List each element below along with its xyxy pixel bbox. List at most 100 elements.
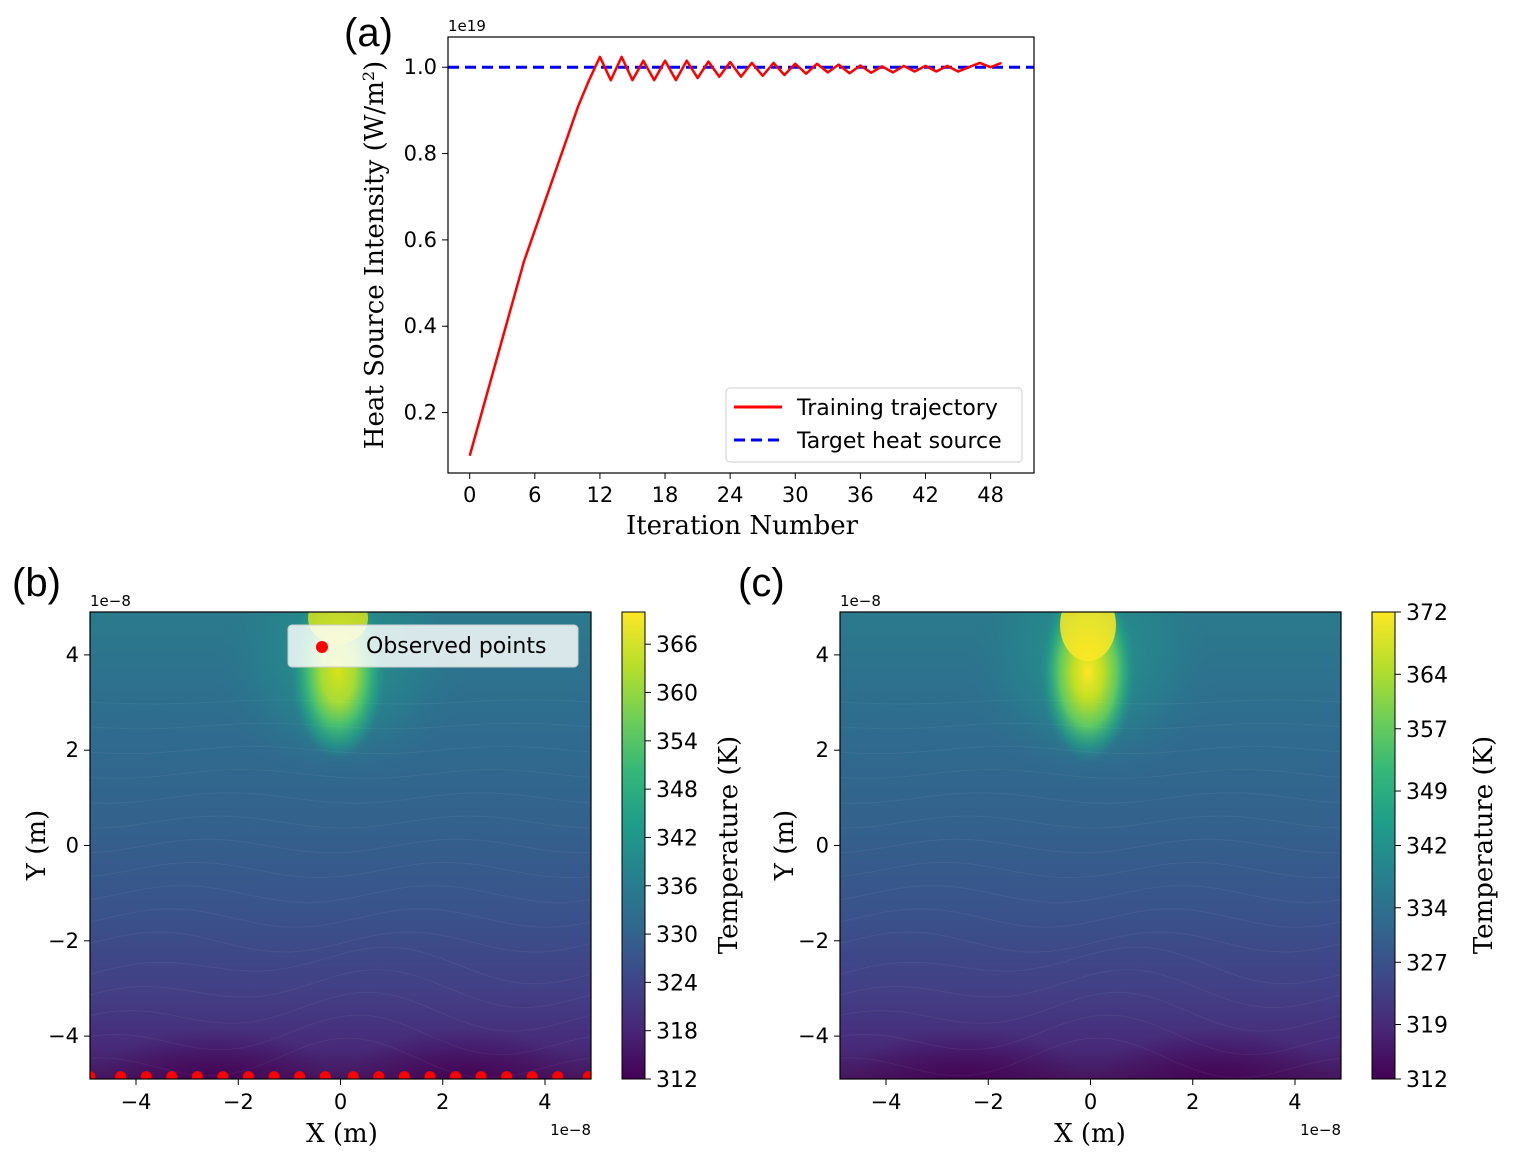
y-tick-label: 0 xyxy=(66,834,79,858)
y-tick-label: 0.4 xyxy=(404,314,437,338)
x-axis-label: X (m) xyxy=(306,1119,378,1149)
y-tick-label: −4 xyxy=(798,1024,829,1048)
legend-box xyxy=(287,624,579,668)
colorbar-tick-label: 336 xyxy=(656,875,698,900)
cool-region-left xyxy=(845,1027,1085,1079)
y-tick-label: 4 xyxy=(816,643,829,667)
y-tick-label: −4 xyxy=(48,1024,79,1048)
x-tick-label: −2 xyxy=(223,1090,254,1114)
y-tick-label: −2 xyxy=(48,929,79,953)
x-tick-label: 30 xyxy=(782,483,809,507)
colorbar-tick-label: 348 xyxy=(656,778,698,803)
legend-box xyxy=(725,387,1023,463)
contour-line xyxy=(840,838,1341,854)
observed-point xyxy=(294,1071,306,1079)
colorbar-label: Temperature (K) xyxy=(714,736,744,954)
y-tick-label: −2 xyxy=(798,929,829,953)
y-axis-label: Y (m) xyxy=(770,810,800,881)
colorbar-tick-label: 318 xyxy=(656,1020,698,1045)
observed-point xyxy=(140,1071,152,1079)
x-ticks: −4 −2 0 2 4 xyxy=(121,1079,552,1114)
y-ticks: −4 −2 0 2 4 xyxy=(48,643,90,1048)
colorbar-ticks: 312 318 324 330 336 342 348 354 360 366 xyxy=(645,633,698,1093)
cool-region-right xyxy=(1095,1027,1335,1079)
x-tick-label: −4 xyxy=(871,1090,902,1114)
legend-label-observed: Observed points xyxy=(366,634,546,659)
legend: Training trajectory Target heat source xyxy=(725,387,1023,463)
y-axis-label-close: ) xyxy=(360,61,390,71)
contour-line xyxy=(90,838,591,854)
contour-line xyxy=(840,792,1341,804)
y-offset-text: 1e−8 xyxy=(90,592,131,610)
series-group xyxy=(448,55,1034,457)
contour-line xyxy=(840,908,1341,928)
observed-point xyxy=(373,1071,385,1079)
observed-point xyxy=(398,1071,410,1079)
colorbar-tick-label: 327 xyxy=(1406,951,1448,976)
x-tick-label: 0 xyxy=(1084,1090,1097,1114)
observed-point xyxy=(191,1071,203,1079)
contour-line xyxy=(840,1037,1341,1079)
x-tick-label: 0 xyxy=(463,483,476,507)
colorbar-label: Temperature (K) xyxy=(1469,736,1499,954)
colorbar-tick-label: 324 xyxy=(656,971,698,996)
y-ticks: 0.2 0.4 0.6 0.8 1.0 xyxy=(404,55,448,425)
contour-line xyxy=(840,1014,1341,1056)
heatmap-field xyxy=(840,612,1341,1079)
x-axis-label: Iteration Number xyxy=(626,511,859,541)
x-ticks: 0 6 12 18 24 30 36 42 48 xyxy=(463,473,1004,507)
observed-point xyxy=(450,1071,462,1079)
colorbar-gradient xyxy=(621,611,646,1080)
heatmap-c: −4 −2 0 2 4 −4 −2 0 2 4 1e−8 1e−8 X (m) Y (m) 31… xyxy=(770,592,1499,1149)
observed-point xyxy=(166,1071,178,1079)
colorbar-tick-label: 342 xyxy=(656,826,698,851)
observed-point xyxy=(115,1071,127,1079)
cool-region-left xyxy=(95,1027,335,1079)
y-tick-label: 0.6 xyxy=(404,228,437,252)
heat-plume-core xyxy=(1060,612,1116,661)
y-tick-label: 0.8 xyxy=(404,142,437,166)
x-offset-text: 1e−8 xyxy=(550,1121,591,1139)
y-tick-label: 0 xyxy=(816,834,829,858)
y-tick-label: 4 xyxy=(66,643,79,667)
contour-line xyxy=(840,699,1341,705)
contour-line xyxy=(840,931,1341,953)
colorbar-tick-label: 357 xyxy=(1406,718,1448,743)
y-tick-label: 1.0 xyxy=(404,55,437,79)
x-offset-text: 1e−8 xyxy=(1300,1121,1341,1139)
x-tick-label: 18 xyxy=(652,483,679,507)
contour-line xyxy=(840,885,1341,903)
colorbar-tick-label: 354 xyxy=(656,730,698,755)
legend-label-target: Target heat source xyxy=(796,429,1002,454)
x-tick-label: 6 xyxy=(528,483,541,507)
x-tick-label: 4 xyxy=(538,1090,551,1114)
series-line-training xyxy=(468,55,1002,457)
colorbar-tick-label: 319 xyxy=(1406,1014,1448,1039)
observed-point xyxy=(424,1071,436,1079)
plot-frame xyxy=(447,36,1035,474)
colorbar-tick-label: 330 xyxy=(656,923,698,948)
heatmap-b: −4 −2 0 2 4 −4 −2 0 2 4 1e−8 1e−8 X (m) Y (m) Ob… xyxy=(22,592,744,1149)
heat-plume xyxy=(290,612,386,760)
y-offset-text: 1e19 xyxy=(448,17,486,35)
contour-line xyxy=(840,769,1341,779)
observed-point xyxy=(319,1071,331,1079)
y-axis-label-sup: 2 xyxy=(359,71,378,81)
y-tick-label: 2 xyxy=(816,738,829,762)
contour-line xyxy=(90,792,591,804)
contour-line xyxy=(90,931,591,953)
contour-line xyxy=(840,745,1341,755)
x-tick-label: −2 xyxy=(973,1090,1004,1114)
y-ticks: −4 −2 0 2 4 xyxy=(798,643,840,1048)
contour-lines xyxy=(90,699,591,1079)
contour-lines xyxy=(840,699,1341,1079)
colorbar-tick-label: 312 xyxy=(1406,1068,1448,1093)
y-axis-label: Heat Source Intensity (W/m2) xyxy=(359,61,390,449)
legend-label-training: Training trajectory xyxy=(796,396,998,421)
observed-point xyxy=(217,1071,229,1079)
y-offset-text: 1e−8 xyxy=(840,592,881,610)
contour-line xyxy=(840,861,1341,879)
observed-point xyxy=(347,1071,359,1079)
contour-line xyxy=(90,861,591,879)
